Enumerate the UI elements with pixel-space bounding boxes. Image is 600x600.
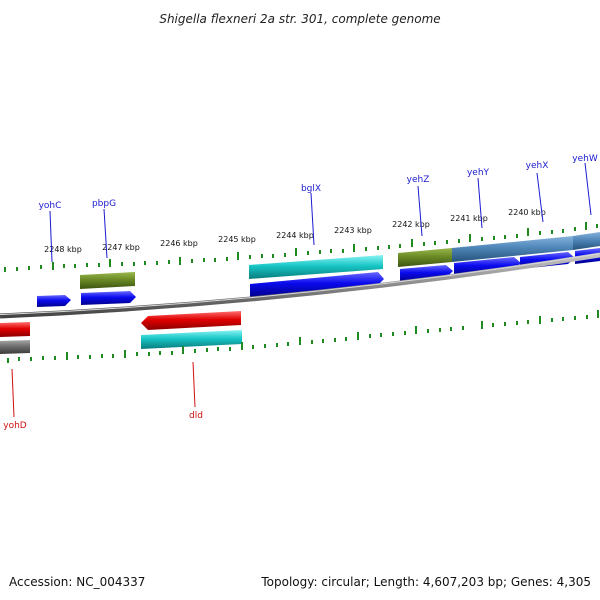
forward-gene-labels: yohC pbpG bglX yehZ yehY yehX yehW: [39, 154, 598, 211]
ruler-label: 2245 kbp: [218, 235, 256, 244]
ruler-label: 2244 kbp: [276, 231, 314, 240]
gene-label-yehX: yehX: [526, 161, 549, 171]
gene-label-pbpG: pbpG: [92, 199, 116, 209]
feature-track-upper: [80, 232, 600, 289]
feature-track-lower: [0, 330, 242, 354]
ruler-label: 2246 kbp: [160, 239, 198, 248]
cds-yehY: [454, 257, 521, 276]
feature-yohD: [0, 340, 30, 354]
cds-yohD: [0, 322, 30, 337]
feature-dld: [141, 330, 242, 349]
ruler-label: 2241 kbp: [450, 214, 488, 223]
reverse-cds-track: [0, 311, 241, 337]
gene-label-dld: dld: [189, 411, 203, 421]
map-title: Shigella flexneri 2a str. 301, complete …: [159, 12, 440, 26]
cds-pbpG: [81, 291, 136, 305]
lower-tick-track: [7, 310, 599, 363]
ruler-label: 2248 kbp: [44, 245, 82, 254]
ruler-label: 2243 kbp: [334, 226, 372, 235]
accession-text: Accession: NC_004337: [9, 575, 146, 589]
gene-label-bglX: bglX: [301, 184, 321, 194]
gene-label-yohC: yohC: [39, 201, 62, 211]
forward-leader-lines: [49, 162, 592, 263]
gene-label-yohD: yohD: [3, 421, 27, 431]
forward-cds-track: [37, 248, 600, 307]
cds-bglX: [250, 272, 384, 297]
feature-yehY-yehX: [452, 236, 573, 262]
feature-pbpG: [80, 272, 135, 289]
feature-yehZ: [398, 248, 452, 267]
ruler-label: 2240 kbp: [508, 208, 546, 217]
gene-label-yehW: yehW: [572, 154, 598, 164]
genome-backbone: [0, 252, 600, 319]
feature-bglX: [249, 255, 383, 279]
gene-label-yehY: yehY: [467, 168, 490, 178]
ruler-label: 2242 kbp: [392, 220, 430, 229]
ruler-labels: 2248 kbp 2247 kbp 2246 kbp 2245 kbp 2244…: [44, 208, 546, 254]
cds-yohC: [37, 295, 71, 307]
ruler-label: 2247 kbp: [102, 243, 140, 252]
feature-yehW: [573, 232, 600, 250]
cds-dld: [141, 311, 241, 330]
backbone-highlight: [0, 253, 600, 316]
reverse-gene-labels: dld yohD: [3, 411, 203, 431]
upper-tick-track: [4, 222, 598, 272]
reverse-leader-lines: [11, 361, 196, 418]
gene-label-yehZ: yehZ: [407, 175, 430, 185]
topology-text: Topology: circular; Length: 4,607,203 bp…: [261, 575, 591, 589]
